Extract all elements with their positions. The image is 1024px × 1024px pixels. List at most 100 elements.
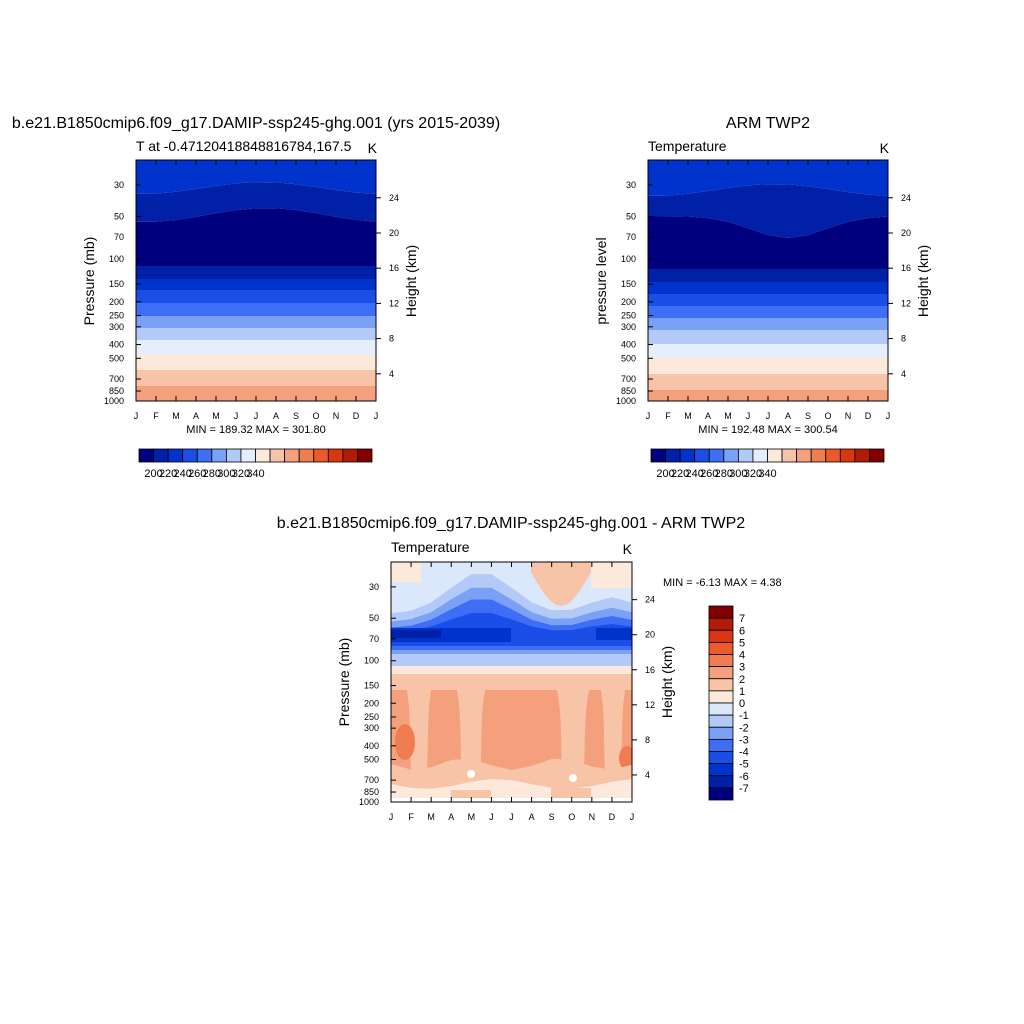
colorbar-box bbox=[342, 448, 358, 463]
height-tick-label: 12 bbox=[901, 298, 911, 308]
colorbar-box bbox=[313, 448, 329, 463]
colorbar-box bbox=[708, 702, 734, 716]
colorbar-box bbox=[869, 448, 885, 463]
colorbar-box bbox=[694, 448, 710, 463]
pressure-tick-label: 30 bbox=[114, 180, 124, 190]
contour-band bbox=[591, 562, 632, 588]
contour-band bbox=[648, 318, 888, 330]
month-tick-label: J bbox=[374, 411, 379, 421]
colorbar-box bbox=[138, 448, 154, 463]
pressure-tick-label: 100 bbox=[621, 254, 636, 264]
pressure-tick-label: 30 bbox=[626, 180, 636, 190]
colorbar-box bbox=[240, 448, 256, 463]
contour-band bbox=[648, 358, 888, 374]
month-tick-label: O bbox=[824, 411, 831, 421]
pressure-tick-label: 50 bbox=[114, 211, 124, 221]
height-tick-label: 12 bbox=[645, 700, 655, 710]
colorbar-label: 240 bbox=[686, 468, 704, 480]
pressure-tick-label: 150 bbox=[364, 681, 379, 691]
colorbar-box bbox=[708, 775, 734, 789]
y-axis-label: Pressure (mb) bbox=[81, 237, 97, 326]
pressure-tick-label: 250 bbox=[621, 311, 636, 321]
colorbar-box bbox=[854, 448, 870, 463]
colorbar-label: 260 bbox=[700, 468, 718, 480]
month-tick-label: A bbox=[529, 812, 535, 822]
contour-band bbox=[648, 306, 888, 318]
height-tick-label: 16 bbox=[645, 665, 655, 675]
pressure-tick-label: 200 bbox=[621, 297, 636, 307]
colorbar-label: -6 bbox=[739, 771, 749, 783]
panel-observation: ARM TWP2 Temperature K 30 50 70 100 150 200 25… bbox=[593, 115, 931, 480]
contour-band bbox=[391, 562, 421, 582]
month-tick-label: O bbox=[312, 411, 319, 421]
contour-band bbox=[467, 770, 475, 778]
height-tick-label: 4 bbox=[645, 770, 650, 780]
month-tick-label: M bbox=[684, 411, 692, 421]
pressure-tick-label: 100 bbox=[364, 656, 379, 666]
colorbar-label: 6 bbox=[739, 625, 745, 637]
contour-band bbox=[569, 774, 577, 782]
y-axis-right-label: Height (km) bbox=[659, 646, 675, 718]
contour-band bbox=[648, 374, 888, 390]
colorbar-box bbox=[357, 448, 373, 463]
contour-band bbox=[596, 628, 632, 640]
height-tick-label: 24 bbox=[645, 595, 655, 605]
pressure-tick-label: 200 bbox=[364, 698, 379, 708]
contour-band bbox=[136, 316, 376, 328]
temperature-difference-contours bbox=[391, 562, 632, 802]
pressure-tick-label: 150 bbox=[109, 279, 124, 289]
colorbar-box bbox=[708, 666, 734, 680]
contour-band bbox=[648, 216, 888, 269]
min-max-text: MIN = -6.13 MAX = 4.38 bbox=[663, 577, 782, 589]
colorbar-box bbox=[298, 448, 315, 463]
colorbar-box bbox=[708, 617, 734, 631]
month-tick-label: N bbox=[845, 411, 852, 421]
pressure-tick-label: 850 bbox=[621, 386, 636, 396]
panel-diff-units: K bbox=[623, 541, 633, 557]
pressure-tick-label: 50 bbox=[369, 613, 379, 623]
panel-obs-title: ARM TWP2 bbox=[726, 115, 810, 132]
pressure-tick-label: 700 bbox=[364, 775, 379, 785]
contour-band bbox=[136, 370, 376, 386]
colorbar-label: 220 bbox=[159, 468, 177, 480]
contour-band bbox=[136, 328, 376, 340]
colorbar-box bbox=[708, 714, 734, 728]
colorbar-label: -4 bbox=[739, 747, 749, 759]
contour-band bbox=[391, 666, 632, 674]
month-tick-label: J bbox=[509, 812, 514, 822]
colorbar-label: -1 bbox=[739, 710, 749, 722]
y-axis-right-label: Height (km) bbox=[915, 245, 931, 317]
month-tick-label: A bbox=[193, 411, 199, 421]
panel-obs-units: K bbox=[880, 140, 890, 156]
colorbar-label: 0 bbox=[739, 698, 745, 710]
pressure-tick-label: 400 bbox=[621, 340, 636, 350]
colorbar-box bbox=[708, 605, 734, 619]
colorbar-box bbox=[650, 448, 666, 463]
pressure-tick-label: 70 bbox=[369, 634, 379, 644]
month-tick-label: N bbox=[589, 812, 596, 822]
colorbar-label: -2 bbox=[739, 722, 749, 734]
month-tick-label: D bbox=[353, 411, 360, 421]
contour-band bbox=[136, 266, 376, 279]
month-tick-label: N bbox=[333, 411, 340, 421]
colorbar-box bbox=[708, 654, 734, 668]
pressure-tick-label: 70 bbox=[626, 232, 636, 242]
colorbar-label: 200 bbox=[144, 468, 162, 480]
month-tick-label: J bbox=[254, 411, 259, 421]
pressure-tick-label: 1000 bbox=[104, 396, 124, 406]
colorbar-label: 7 bbox=[739, 613, 745, 625]
month-tick-label: A bbox=[273, 411, 279, 421]
colorbar-box bbox=[708, 751, 734, 765]
colorbar-box bbox=[182, 448, 198, 463]
contour-band bbox=[391, 674, 632, 680]
colorbar-label: -5 bbox=[739, 759, 749, 771]
height-tick-label: 20 bbox=[901, 228, 911, 238]
pressure-tick-label: 1000 bbox=[359, 797, 379, 807]
month-tick-label: J bbox=[646, 411, 651, 421]
height-tick-label: 8 bbox=[389, 334, 394, 344]
